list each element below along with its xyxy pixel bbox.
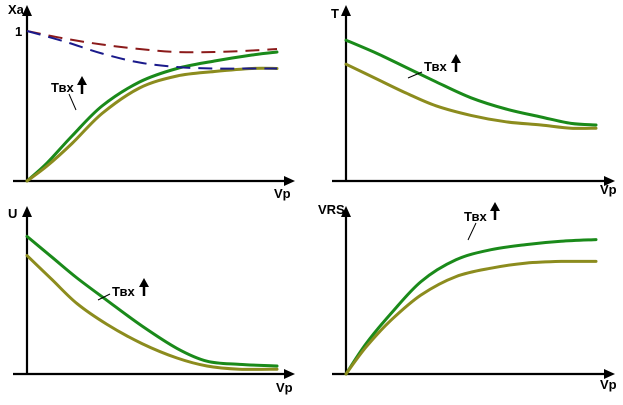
panel-t-series-0-line xyxy=(344,38,598,127)
panel-u-up-arrow-icon xyxy=(139,278,149,296)
panel-vrs: VRS Vp Твх xyxy=(318,202,617,392)
panel-xa-ylabel: Xa xyxy=(8,2,25,17)
panel-xa-annotation-leader xyxy=(68,93,77,111)
panel-xa: Xa Vp 1 Твх xyxy=(8,2,295,201)
panel-vrs-xlabel: Vp xyxy=(600,377,617,392)
panel-vrs-x-arrow xyxy=(604,369,615,379)
panel-u-annotation-leader xyxy=(97,293,111,301)
panel-vrs-up-arrow-icon xyxy=(490,202,500,220)
panel-u-ylabel: U xyxy=(8,206,17,221)
panel-vrs-series-0-line xyxy=(344,238,598,376)
panel-t-ylabel: T xyxy=(331,6,339,21)
panel-u-series-0-line xyxy=(25,234,279,368)
panel-t: T Vp Твх xyxy=(331,5,617,197)
panel-t-xlabel: Vp xyxy=(600,182,617,197)
panel-vrs-series-group xyxy=(344,238,598,376)
panel-xa-y-arrow xyxy=(22,5,32,16)
panel-t-x-arrow xyxy=(604,176,615,186)
panel-xa-up-arrow-icon xyxy=(77,76,87,94)
panel-xa-ytick: 1 xyxy=(15,24,22,39)
panel-xa-series-group xyxy=(25,30,279,183)
panel-u-series-group xyxy=(25,234,279,371)
panel-u-xlabel: Vp xyxy=(276,380,293,395)
panel-vrs-series-1-line xyxy=(344,259,598,376)
panel-u: U Vp Твх xyxy=(8,206,295,395)
panel-xa-annotation: Твх xyxy=(51,80,74,95)
panel-xa-xlabel: Vp xyxy=(274,186,291,201)
panel-t-annotation-leader xyxy=(407,71,423,79)
panel-t-y-arrow xyxy=(341,5,351,16)
panel-xa-series-2-line xyxy=(26,30,278,54)
panel-xa-series-3-line xyxy=(26,30,277,70)
panel-vrs-ylabel: VRS xyxy=(318,202,345,217)
panel-vrs-annotation-leader xyxy=(467,222,477,241)
panel-u-series-1-line xyxy=(25,254,279,371)
panel-xa-x-arrow xyxy=(284,176,295,186)
panel-vrs-y-arrow xyxy=(341,206,351,217)
panel-u-annotation: Твх xyxy=(112,284,135,299)
panel-t-annotation: Твх xyxy=(424,59,447,74)
panel-u-y-arrow xyxy=(22,206,32,217)
panel-t-series-1-line xyxy=(344,62,598,130)
panel-u-x-arrow xyxy=(284,369,295,379)
panel-t-up-arrow-icon xyxy=(451,54,461,72)
panel-xa-series-0-line xyxy=(25,50,279,183)
panel-xa-series-1-line xyxy=(25,66,279,183)
panel-t-series-group xyxy=(344,38,598,130)
panel-vrs-annotation: Твх xyxy=(464,209,487,224)
